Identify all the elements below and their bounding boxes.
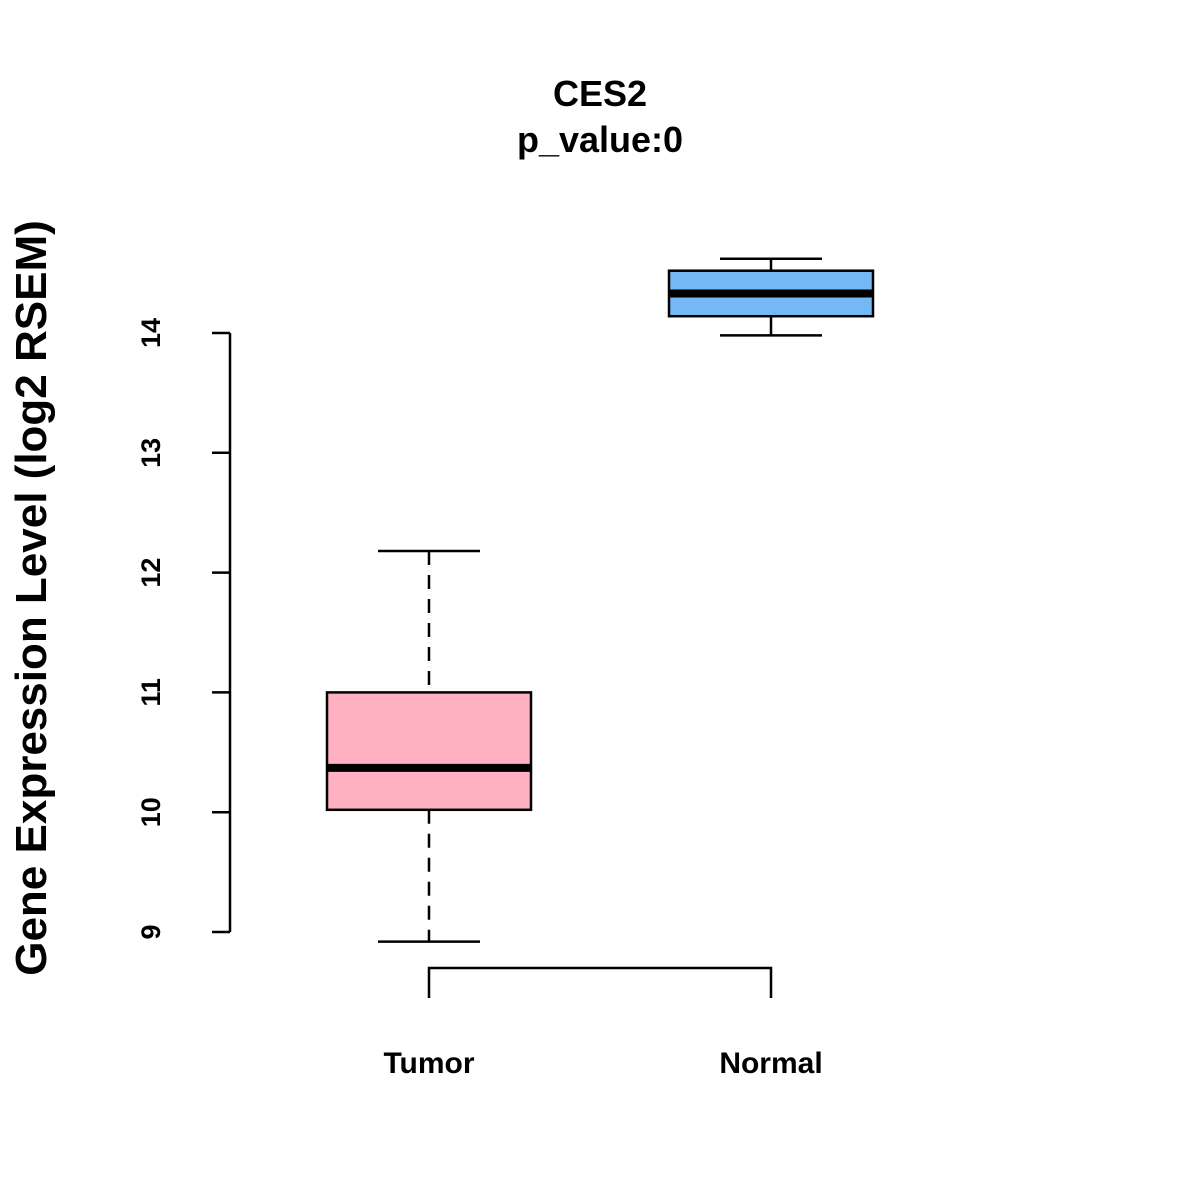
y-tick-label-9: 9 <box>136 924 166 939</box>
y-tick-label-11: 11 <box>136 678 166 707</box>
y-tick-label-10: 10 <box>136 797 166 827</box>
boxes <box>325 257 875 943</box>
box-normal <box>667 257 875 337</box>
x-tick-label-tumor: Tumor <box>383 1047 474 1080</box>
bracket-line <box>427 966 773 998</box>
category-labels: Tumor Normal <box>383 1047 822 1080</box>
y-axis: 9 10 11 12 13 14 <box>136 318 232 940</box>
y-axis-label: Gene Expression Level (log2 RSEM) <box>7 220 56 976</box>
chart-title: CES2 <box>553 73 647 114</box>
y-tick-label-14: 14 <box>136 318 166 348</box>
box-tumor <box>325 549 533 943</box>
comparison-bracket <box>427 966 773 998</box>
y-tick-label-13: 13 <box>136 438 166 468</box>
iqr-box-tumor <box>325 691 533 812</box>
y-tick-label-12: 12 <box>136 558 166 588</box>
chart-subtitle: p_value:0 <box>517 119 683 160</box>
x-tick-label-normal: Normal <box>719 1047 822 1080</box>
